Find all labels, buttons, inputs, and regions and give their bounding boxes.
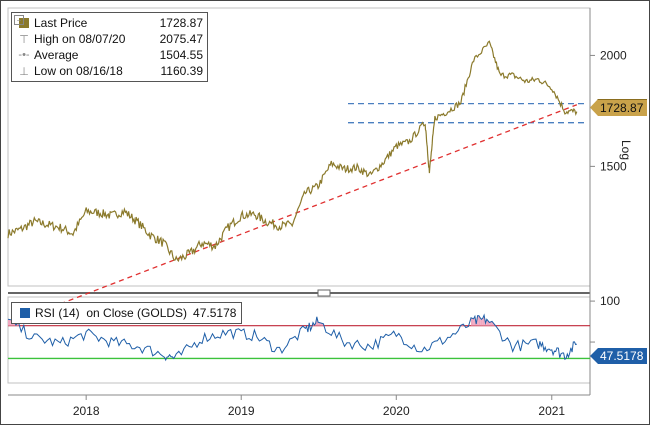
- rsi-overbought-fill: [8, 319, 11, 326]
- price-legend: − Last Price 1728.87 ⊤ High on 08/07/20 …: [11, 12, 208, 82]
- legend-value: 1728.87: [159, 16, 203, 30]
- legend-label: Last Price: [34, 16, 88, 30]
- x-tick-label: 2020: [383, 404, 410, 418]
- rsi-overbought-fill: [480, 317, 482, 326]
- filled-square-icon: [17, 308, 33, 318]
- average-line-icon: -•-: [18, 49, 30, 61]
- trendline: [60, 104, 578, 305]
- legend-row-average: -•- Average 1504.55: [16, 47, 203, 63]
- legend-value: 1160.39: [160, 64, 204, 78]
- legend-value: 47.5178: [193, 306, 237, 320]
- legend-row-last-price: − Last Price 1728.87: [14, 15, 203, 31]
- last-price-tag: 1728.87: [590, 99, 648, 116]
- y-axis-label: Log: [619, 140, 633, 160]
- rsi-overbought-fill: [486, 319, 490, 326]
- legend-label: Low on 08/16/18: [34, 64, 123, 78]
- y-tick-label: 1500: [600, 159, 627, 173]
- filled-square-icon: [16, 18, 32, 28]
- rsi-line: [7, 313, 577, 362]
- rsi-y-tick-label: 100: [600, 294, 620, 308]
- x-tick-label: 2019: [228, 404, 255, 418]
- y-tick-label: 2000: [600, 48, 627, 62]
- x-tick-label: 2018: [73, 404, 100, 418]
- legend-label: High on 08/07/20: [34, 32, 126, 46]
- x-tick-label: 2021: [538, 404, 565, 418]
- legend-label: RSI (14) on Close (GOLDS): [35, 306, 188, 320]
- legend-value: 1504.55: [159, 48, 203, 62]
- legend-row-rsi: RSI (14) on Close (GOLDS) 47.5178: [17, 305, 236, 321]
- rsi-overbought-fill: [477, 315, 479, 326]
- splitter-grip-icon[interactable]: [317, 289, 331, 297]
- rsi-overbought-fill: [481, 318, 483, 326]
- high-marker-icon: ⊤: [19, 33, 29, 46]
- price-line: [7, 40, 578, 263]
- legend-label: Average: [34, 48, 79, 62]
- legend-row-high: ⊤ High on 08/07/20 2075.47: [16, 31, 203, 47]
- legend-row-low: ⊥ Low on 08/16/18 1160.39: [16, 63, 203, 79]
- low-marker-icon: ⊥: [19, 65, 29, 78]
- rsi-value-tag: 47.5178: [590, 348, 648, 364]
- rsi-overbought-fill: [471, 317, 474, 326]
- collapse-icon[interactable]: −: [14, 15, 24, 25]
- legend-value: 2075.47: [159, 32, 203, 46]
- rsi-legend: RSI (14) on Close (GOLDS) 47.5178: [11, 302, 243, 324]
